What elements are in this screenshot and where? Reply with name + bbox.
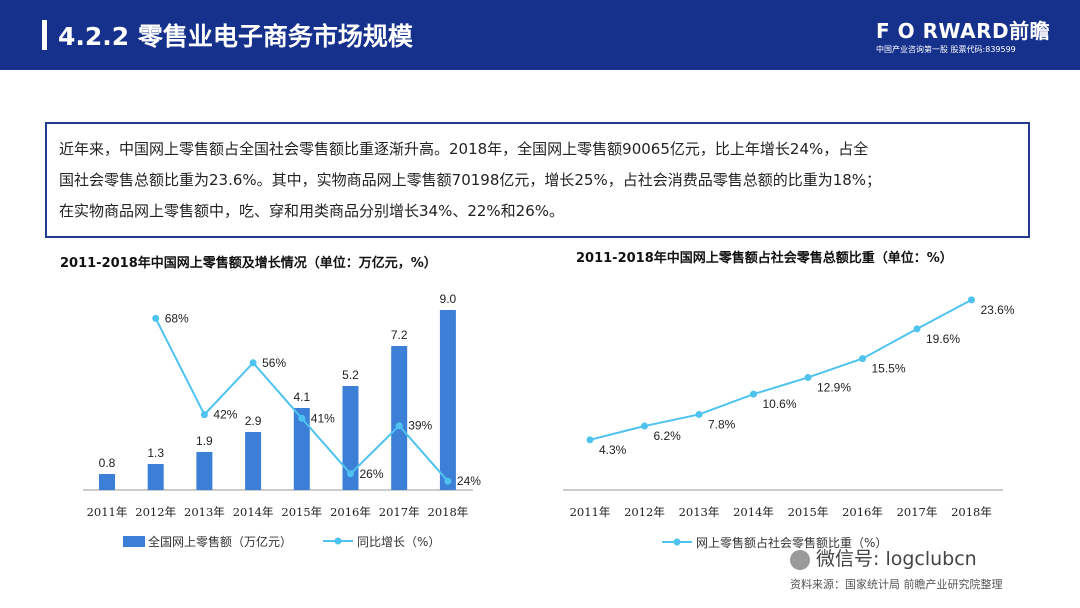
growth-point bbox=[395, 422, 403, 430]
x-tick-label: 2014年 bbox=[733, 505, 774, 519]
growth-point bbox=[200, 411, 208, 419]
wechat-watermark: 微信号: logclubcn bbox=[790, 544, 977, 571]
x-tick-label: 2018年 bbox=[951, 505, 992, 519]
wechat-icon bbox=[790, 549, 810, 570]
bar-value-label: 7.2 bbox=[391, 328, 408, 342]
bar bbox=[439, 310, 456, 490]
share-point bbox=[859, 355, 866, 363]
share-point bbox=[695, 410, 703, 418]
page-title: 4.2.2 零售业电子商务市场规模 bbox=[58, 22, 413, 51]
x-tick-label: 2015年 bbox=[281, 505, 322, 519]
x-tick-label: 2012年 bbox=[135, 505, 176, 519]
growth-value-label: 56% bbox=[262, 356, 286, 370]
legend-bar-label: 全国网上零售额（万亿元） bbox=[148, 534, 292, 549]
x-tick-label: 2013年 bbox=[679, 505, 720, 519]
share-point bbox=[641, 422, 648, 430]
x-tick-label: 2013年 bbox=[184, 505, 225, 519]
bar-value-label: 4.1 bbox=[293, 390, 310, 404]
legend-line-marker bbox=[673, 538, 681, 546]
bar-value-label: 1.9 bbox=[196, 434, 213, 448]
bar-value-label: 0.8 bbox=[99, 456, 116, 470]
bar bbox=[147, 464, 164, 490]
bar bbox=[245, 432, 262, 490]
bar-value-label: 2.9 bbox=[245, 414, 262, 428]
growth-point bbox=[152, 314, 160, 322]
legend-line-label: 同比增长（%） bbox=[357, 535, 440, 549]
growth-value-label: 26% bbox=[360, 467, 384, 481]
bar bbox=[196, 452, 213, 490]
summary-text: 近年来，中国网上零售额占全国社会零售额比重逐渐升高。2018年，全国网上零售额9… bbox=[59, 134, 1019, 227]
chart1-title: 2011-2018年中国网上零售额及增长情况（单位：万亿元，%） bbox=[60, 256, 437, 271]
summary-box: 近年来，中国网上零售额占全国社会零售额比重逐渐升高。2018年，全国网上零售额9… bbox=[45, 122, 1030, 238]
bar-value-label: 9.0 bbox=[440, 292, 457, 306]
summary-line: 近年来，中国网上零售额占全国社会零售额比重逐渐升高。2018年，全国网上零售额9… bbox=[59, 140, 869, 158]
share-point bbox=[804, 373, 812, 381]
growth-value-label: 68% bbox=[165, 311, 189, 325]
x-tick-label: 2017年 bbox=[379, 505, 420, 519]
x-tick-label: 2014年 bbox=[233, 505, 274, 519]
brand-logo: F O RWARD前瞻 bbox=[876, 19, 1051, 43]
source-note: 资料来源：国家统计局 前瞻产业研究院整理 bbox=[790, 578, 1003, 591]
header-accent-bar bbox=[42, 20, 47, 50]
growth-value-label: 39% bbox=[408, 419, 432, 433]
share-point bbox=[586, 436, 594, 444]
growth-value-label: 41% bbox=[311, 411, 335, 425]
share-point bbox=[913, 325, 921, 333]
summary-line: 国社会零售总额比重为23.6%。其中，实物商品网上零售额70198亿元，增长25… bbox=[59, 171, 882, 189]
share-point bbox=[750, 390, 757, 398]
legend-line-label: 网上零售额占社会零售额比重（%） bbox=[696, 535, 887, 550]
growth-point bbox=[347, 470, 354, 478]
growth-point bbox=[444, 477, 452, 485]
bar bbox=[99, 474, 115, 490]
growth-point bbox=[249, 359, 257, 367]
wechat-id: 微信号: logclubcn bbox=[816, 548, 977, 570]
x-tick-label: 2011年 bbox=[87, 505, 128, 519]
legend-line-marker bbox=[334, 537, 342, 545]
chart2-title: 2011-2018年中国网上零售额占社会零售总额比重（单位：%） bbox=[576, 251, 953, 266]
share-point bbox=[968, 296, 975, 304]
share-line bbox=[589, 299, 972, 441]
share-value-label: 23.6% bbox=[981, 303, 1015, 317]
share-value-label: 10.6% bbox=[763, 397, 797, 411]
share-value-label: 7.8% bbox=[708, 417, 736, 431]
x-tick-label: 2011年 bbox=[570, 505, 611, 519]
bar bbox=[342, 386, 359, 490]
x-tick-label: 2012年 bbox=[624, 505, 665, 519]
x-tick-label: 2018年 bbox=[428, 505, 469, 519]
bar bbox=[391, 346, 408, 490]
legend-bar-swatch bbox=[123, 536, 145, 547]
growth-value-label: 24% bbox=[457, 474, 481, 488]
growth-value-label: 42% bbox=[213, 408, 237, 422]
share-value-label: 19.6% bbox=[926, 332, 960, 346]
share-value-label: 4.3% bbox=[599, 443, 627, 457]
share-value-label: 15.5% bbox=[872, 362, 906, 376]
growth-point bbox=[298, 414, 306, 422]
share-value-label: 6.2% bbox=[654, 429, 682, 443]
bar-value-label: 1.3 bbox=[147, 446, 164, 460]
share-value-label: 12.9% bbox=[817, 380, 851, 394]
x-tick-label: 2017年 bbox=[897, 505, 938, 519]
summary-line: 在实物商品网上零售额中，吃、穿和用类商品分别增长34%、22%和26%。 bbox=[59, 202, 565, 220]
x-tick-label: 2015年 bbox=[788, 505, 829, 519]
x-tick-label: 2016年 bbox=[330, 505, 371, 519]
bar-value-label: 5.2 bbox=[342, 368, 359, 382]
x-tick-label: 2016年 bbox=[842, 505, 883, 519]
brand-tagline: 中国产业咨询第一股 股票代码:839599 bbox=[876, 45, 1016, 54]
header-banner: 4.2.2 零售业电子商务市场规模 F O RWARD前瞻 中国产业咨询第一股 … bbox=[0, 0, 1080, 70]
bar bbox=[293, 408, 310, 490]
